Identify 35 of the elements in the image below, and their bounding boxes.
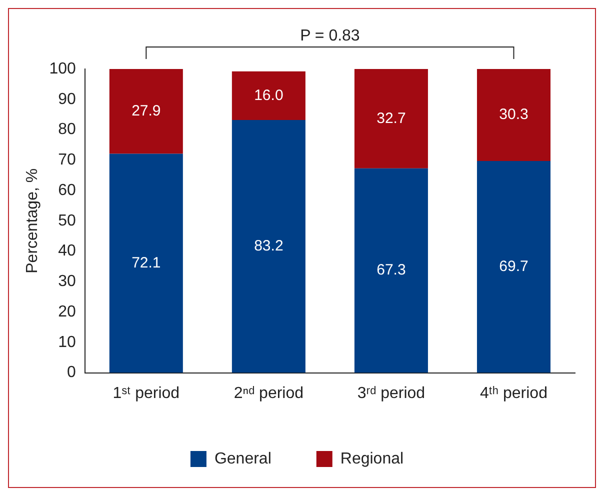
bar <box>476 69 550 162</box>
data-label: 30.3 <box>499 106 528 124</box>
x-tick-label: 4ᵗʰ period <box>480 384 548 402</box>
data-label: 69.7 <box>499 258 528 276</box>
data-label: 67.3 <box>376 262 406 279</box>
data-label: 83.2 <box>254 238 284 255</box>
x-tick-label: 3ʳᵈ period <box>357 384 426 402</box>
data-label: 72.1 <box>132 254 161 272</box>
y-tick-label: 50 <box>58 212 76 230</box>
bar <box>354 69 428 168</box>
data-label: 32.7 <box>376 110 406 127</box>
y-axis-title: Percentage, % <box>24 168 42 274</box>
bar <box>476 161 550 373</box>
legend-label: General <box>214 450 272 468</box>
x-tick-label: 2ⁿᵈ period <box>234 384 304 402</box>
y-tick-label: 10 <box>58 334 76 351</box>
data-label: 16.0 <box>254 86 284 104</box>
bar <box>232 71 306 120</box>
x-tick-label: 1ˢᵗ period <box>112 384 180 402</box>
y-tick-label: 90 <box>58 90 76 108</box>
bar <box>232 120 306 373</box>
y-tick-label: 60 <box>58 182 76 199</box>
y-tick-label: 0 <box>66 364 76 382</box>
y-tick-label: 30 <box>58 273 76 290</box>
bar <box>354 168 428 373</box>
y-tick-label: 40 <box>58 242 76 260</box>
y-tick-label: 70 <box>58 152 76 169</box>
legend-label: Regional <box>340 450 404 468</box>
bar <box>109 154 183 373</box>
y-tick-label: 100 <box>49 60 76 78</box>
text: P = 0.83 <box>300 27 360 44</box>
bar <box>109 69 183 154</box>
y-tick-label: 80 <box>58 121 76 138</box>
data-label: 27.9 <box>132 102 161 120</box>
y-tick-label: 20 <box>58 303 76 320</box>
